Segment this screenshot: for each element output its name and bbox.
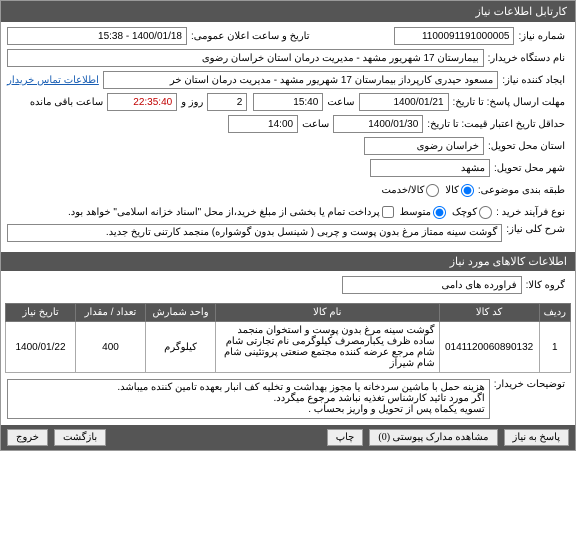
need-no-label: شماره نیاز: — [514, 31, 569, 42]
footer: پاسخ به نیاز مشاهده مدارک پیوستی (0) چاپ… — [1, 425, 575, 450]
remain-time — [107, 93, 177, 111]
grouping-kala-text: کالا — [445, 185, 459, 196]
partial-pay-text: پرداخت تمام یا بخشی از مبلغ خرید،از محل … — [68, 207, 380, 218]
remain-days — [207, 93, 247, 111]
th-qty: تعداد / مقدار — [76, 304, 146, 322]
group-label: گروه کالا: — [522, 280, 569, 291]
th-date: تاریخ نیاز — [6, 304, 76, 322]
contact-link[interactable]: اطلاعات تماس خریدار — [7, 75, 99, 86]
deadline-label: مهلت ارسال پاسخ: تا تاریخ: — [449, 97, 569, 108]
form-area: شماره نیاز: تاریخ و ساعت اعلان عمومی: نا… — [1, 22, 575, 250]
city-label: شهر محل تحویل: — [490, 163, 569, 174]
process-label: نوع فرآیند خرید : — [492, 207, 569, 218]
table-row[interactable]: 1 0141120060890132 گوشت سینه مرغ بدون پو… — [6, 322, 571, 373]
th-name: نام کالا — [216, 304, 440, 322]
respond-button[interactable]: پاسخ به نیاز — [504, 429, 570, 446]
remain-suffix: ساعت باقی مانده — [26, 97, 107, 108]
subject-box: گوشت سینه ممتاز مرغ بدون پوست و چربی ( ش… — [7, 224, 502, 242]
buyer-notes-box: هزینه حمل با ماشین سردخانه یا مجوز بهداش… — [7, 379, 490, 419]
grouping-radios: کالا کالا/خدمت — [381, 184, 473, 197]
attachments-button[interactable]: مشاهده مدارک پیوستی (0) — [369, 429, 497, 446]
exit-button[interactable]: خروج — [7, 429, 48, 446]
deadline-time — [253, 93, 323, 111]
cell-date: 1400/01/22 — [6, 322, 76, 373]
creator-field — [103, 71, 498, 89]
validity-label: حداقل تاریخ اعتبار قیمت: تا تاریخ: — [423, 119, 569, 130]
print-button[interactable]: چاپ — [327, 429, 364, 446]
items-table: ردیف کد کالا نام کالا واحد شمارش تعداد /… — [5, 303, 571, 373]
city-field — [370, 159, 490, 177]
window: کارتابل اطلاعات نیاز شماره نیاز: تاریخ و… — [0, 0, 576, 451]
province-label: استان محل تحویل: — [484, 141, 569, 152]
subject-label: شرح کلی نیاز: — [502, 224, 569, 235]
grouping-label: طبقه بندی موضوعی: — [474, 185, 569, 196]
buyer-field — [7, 49, 484, 67]
process-medium-text: متوسط — [400, 207, 431, 218]
items-table-wrap: ردیف کد کالا نام کالا واحد شمارش تعداد /… — [1, 301, 575, 375]
th-row: ردیف — [539, 304, 570, 322]
process-medium-radio[interactable] — [433, 206, 446, 219]
process-small-text: کوچک — [452, 207, 477, 218]
saat-label-2: ساعت — [298, 119, 333, 130]
window-title: کارتابل اطلاعات نیاز — [1, 1, 575, 22]
creator-label: ایجاد کننده نیاز: — [498, 75, 569, 86]
cell-name: گوشت سینه مرغ بدون پوست و استخوان منجمد … — [216, 322, 440, 373]
validity-date — [333, 115, 423, 133]
process-small-radio[interactable] — [479, 206, 492, 219]
rooz-label: روز و — [177, 97, 207, 108]
need-no-field — [394, 27, 514, 45]
th-unit: واحد شمارش — [146, 304, 216, 322]
partial-pay-checkbox[interactable] — [382, 206, 394, 218]
buyer-label: نام دستگاه خریدار: — [484, 53, 569, 64]
cell-qty: 400 — [76, 322, 146, 373]
items-header: اطلاعات کالاهای مورد نیاز — [1, 252, 575, 271]
process-radios: کوچک متوسط — [400, 206, 492, 219]
back-button[interactable]: بازگشت — [54, 429, 106, 446]
grouping-khadamat-radio[interactable] — [426, 184, 439, 197]
province-field — [364, 137, 484, 155]
cell-code: 0141120060890132 — [439, 322, 539, 373]
announce-label: تاریخ و ساعت اعلان عمومی: — [187, 31, 314, 42]
deadline-date — [359, 93, 449, 111]
th-code: کد کالا — [439, 304, 539, 322]
cell-row: 1 — [539, 322, 570, 373]
grouping-kala-radio[interactable] — [461, 184, 474, 197]
grouping-khadamat-text: کالا/خدمت — [381, 185, 424, 196]
saat-label-1: ساعت — [323, 97, 358, 108]
group-field — [342, 276, 522, 294]
validity-time — [228, 115, 298, 133]
buyer-notes-label: توضیحات خریدار: — [490, 379, 569, 390]
cell-unit: کیلوگرم — [146, 322, 216, 373]
announce-field — [7, 27, 187, 45]
